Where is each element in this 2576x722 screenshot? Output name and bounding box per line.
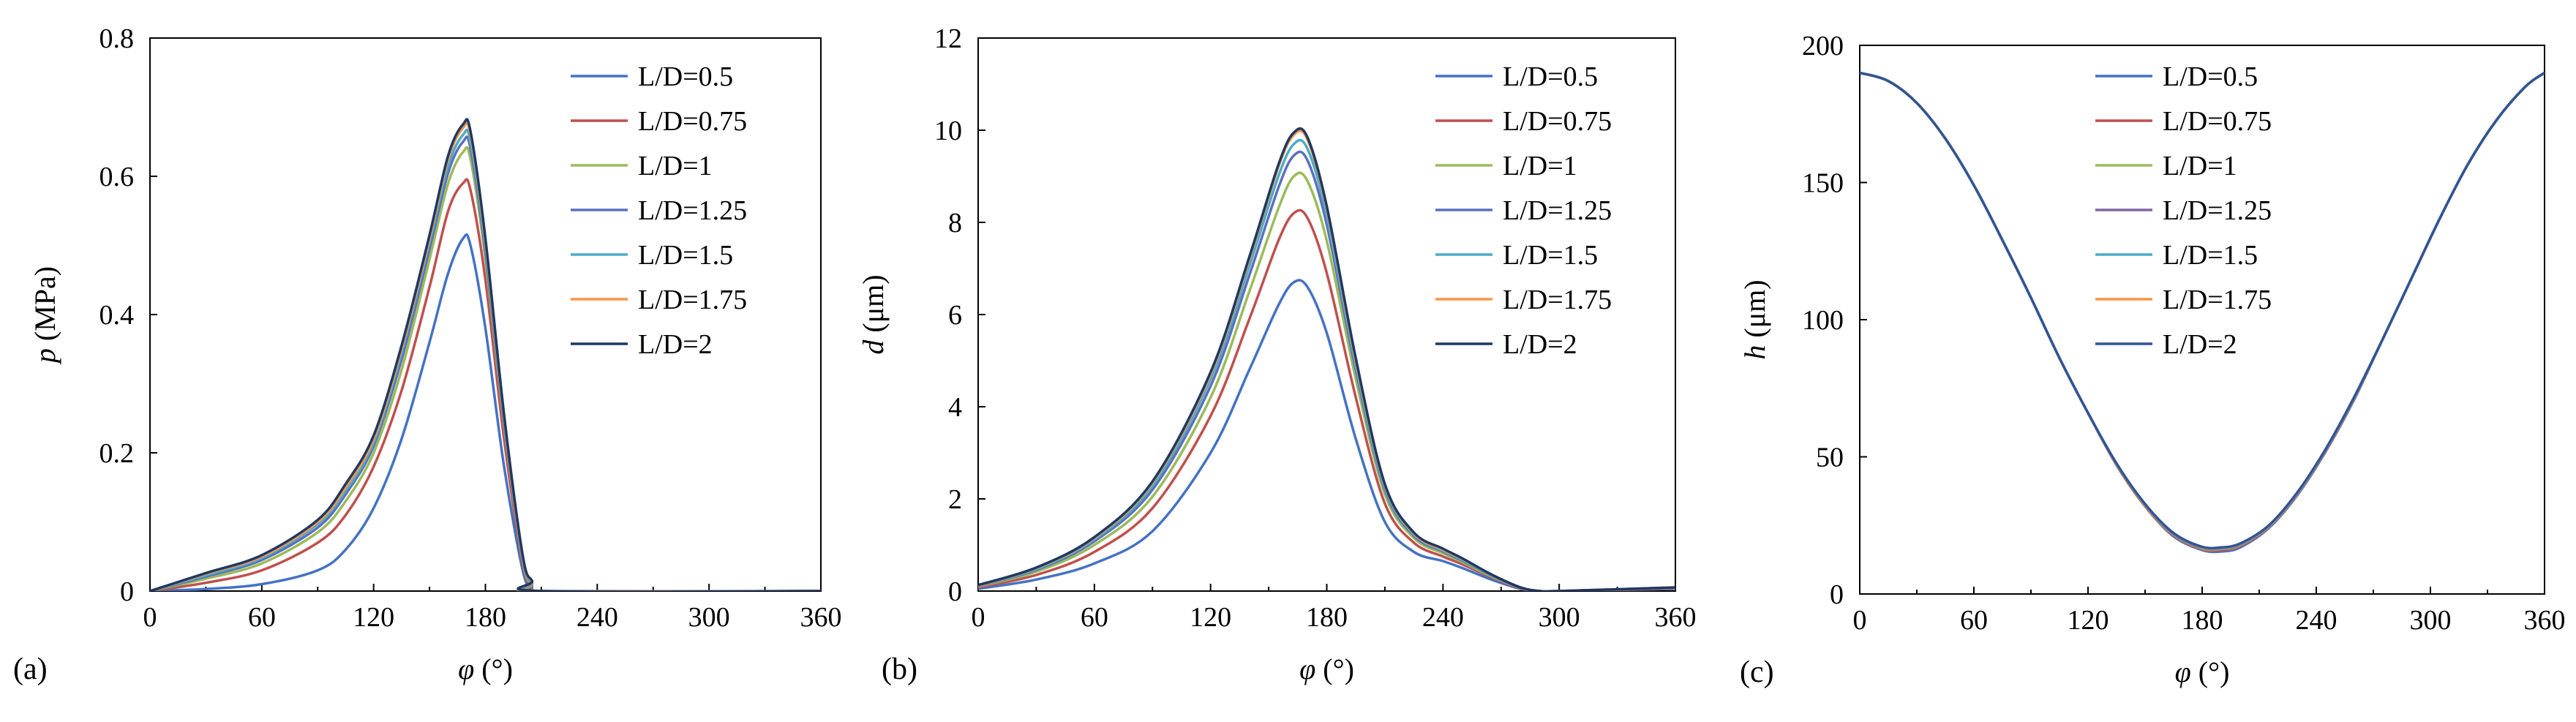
- x-axis-variable: φ: [458, 653, 474, 685]
- x-tick-label: 120: [353, 602, 394, 633]
- x-axis-variable: φ: [1299, 653, 1315, 685]
- series-line-6: [150, 121, 821, 591]
- series-lines: [1860, 71, 2545, 554]
- legend: L/D=0.5 L/D=0.75 L/D=1 L/D=1.25 L/D=1.5 L/D=1…: [1435, 61, 1612, 360]
- series-line-7: [150, 118, 821, 591]
- legend-label: L/D=1.25: [1503, 195, 1612, 226]
- y-tick-label: 8: [948, 208, 962, 238]
- legend-label: L/D=1.5: [638, 240, 733, 271]
- legend: L/D=0.5 L/D=0.75 L/D=1 L/D=1.25 L/D=1.5 L/D=1…: [2095, 61, 2272, 360]
- legend-label: L/D=2: [638, 329, 713, 360]
- x-tick-label: 60: [1081, 602, 1108, 633]
- chart-panel-2: 0 60 120 180 240 300 360 0 2 4 6 8 10 12 φ (°) d (μm) (b…: [857, 23, 1697, 686]
- legend-label: L/D=0.75: [638, 106, 747, 137]
- x-tick-label: 0: [972, 602, 985, 633]
- x-tick-label: 180: [1306, 602, 1348, 633]
- legend-label: L/D=1: [638, 151, 713, 181]
- y-tick-label: 0: [1830, 579, 1844, 610]
- series-line-1: [150, 233, 821, 591]
- x-tick-label: 360: [2524, 605, 2566, 636]
- legend-label: L/D=2: [1503, 329, 1577, 360]
- y-tick-label: 100: [1802, 305, 1844, 336]
- legend: L/D=0.5 L/D=0.75 L/D=1 L/D=1.25 L/D=1.5 L/D=1…: [571, 61, 747, 360]
- x-tick-label: 240: [577, 602, 618, 633]
- legend-label: L/D=1.25: [638, 195, 747, 226]
- legend-label: L/D=1.5: [1503, 240, 1598, 271]
- panel-label: (a): [13, 653, 48, 686]
- y-axis-unit: (μm): [857, 274, 890, 339]
- legend-label: L/D=0.75: [1503, 106, 1612, 137]
- series-line-3: [978, 171, 1675, 591]
- x-tick-label: 120: [2068, 605, 2109, 636]
- y-axis-variable: d: [857, 339, 890, 355]
- legend-label: L/D=1.75: [2163, 285, 2272, 315]
- x-axis-label: φ (°): [458, 653, 513, 685]
- y-tick-label: 12: [934, 23, 962, 54]
- x-axis-variable: φ: [2175, 655, 2191, 688]
- x-tick-label: 360: [800, 602, 842, 633]
- x-axis-label: φ (°): [2175, 655, 2230, 688]
- series-line-7: [1860, 71, 2545, 550]
- y-tick-label: 10: [934, 116, 962, 146]
- y-tick-label: 50: [1816, 443, 1844, 473]
- y-axis-label: d (μm): [857, 274, 890, 354]
- y-tick-label: 200: [1802, 31, 1844, 61]
- y-tick-label: 6: [948, 300, 962, 331]
- series-line-7: [978, 127, 1675, 591]
- panel-label: (c): [1740, 655, 1774, 689]
- legend-label: L/D=1.75: [1503, 285, 1612, 315]
- x-tick-label: 240: [1422, 602, 1464, 633]
- x-axis-label: φ (°): [1299, 653, 1354, 685]
- y-tick-label: 0: [948, 576, 962, 607]
- x-tick-label: 180: [2182, 605, 2223, 636]
- legend-label: L/D=1.25: [2163, 195, 2272, 226]
- y-tick-label: 0.2: [99, 438, 135, 469]
- y-axis-label: h (μm): [1738, 279, 1771, 359]
- legend-label: L/D=0.5: [2163, 61, 2258, 92]
- y-axis-variable: h: [1738, 345, 1771, 360]
- y-axis-unit: (MPa): [29, 266, 61, 348]
- x-tick-label: 180: [465, 602, 506, 633]
- legend-label: L/D=1: [2163, 151, 2237, 181]
- y-tick-label: 2: [948, 484, 962, 515]
- x-tick-label: 0: [1853, 605, 1867, 636]
- y-axis-variable: p: [29, 348, 61, 365]
- y-tick-label: 4: [948, 392, 962, 423]
- legend-label: L/D=0.5: [638, 61, 733, 92]
- x-axis-unit: (°): [1315, 653, 1354, 685]
- x-tick-label: 0: [143, 602, 157, 633]
- x-tick-label: 60: [248, 602, 276, 633]
- x-axis-unit: (°): [474, 653, 513, 685]
- y-axis-label: p (MPa): [29, 266, 61, 365]
- legend-label: L/D=1: [1503, 151, 1577, 181]
- series-lines: [150, 118, 821, 591]
- legend-label: L/D=1.5: [2163, 240, 2258, 271]
- chart-panel-1: 0 60 120 180 240 300 360 0 0.2 0.4 0.6 0.8 φ (°) p (M…: [13, 23, 842, 686]
- legend-label: L/D=2: [2163, 329, 2237, 360]
- y-tick-label: 150: [1802, 168, 1844, 199]
- x-tick-label: 300: [688, 602, 730, 633]
- y-tick-label: 0.8: [99, 23, 135, 54]
- y-tick-label: 0.6: [99, 162, 135, 192]
- x-tick-label: 240: [2296, 605, 2337, 636]
- x-tick-label: 300: [2410, 605, 2452, 636]
- series-lines: [978, 127, 1675, 591]
- y-axis-unit: (μm): [1738, 279, 1771, 345]
- legend-label: L/D=1.75: [638, 285, 747, 315]
- x-axis-unit: (°): [2191, 655, 2230, 688]
- panel-label: (b): [882, 653, 917, 686]
- x-tick-label: 360: [1655, 602, 1697, 633]
- x-tick-label: 60: [1960, 605, 1988, 636]
- legend-label: L/D=0.5: [1503, 61, 1598, 92]
- y-tick-label: 0.4: [99, 300, 135, 331]
- x-tick-label: 300: [1539, 602, 1580, 633]
- y-tick-label: 0: [120, 576, 134, 607]
- legend-label: L/D=0.75: [2163, 106, 2272, 137]
- chart-panel-3: 0 60 120 180 240 300 360 0 50 100 150 200 φ (°) h (μm…: [1738, 31, 2566, 689]
- x-tick-label: 120: [1190, 602, 1231, 633]
